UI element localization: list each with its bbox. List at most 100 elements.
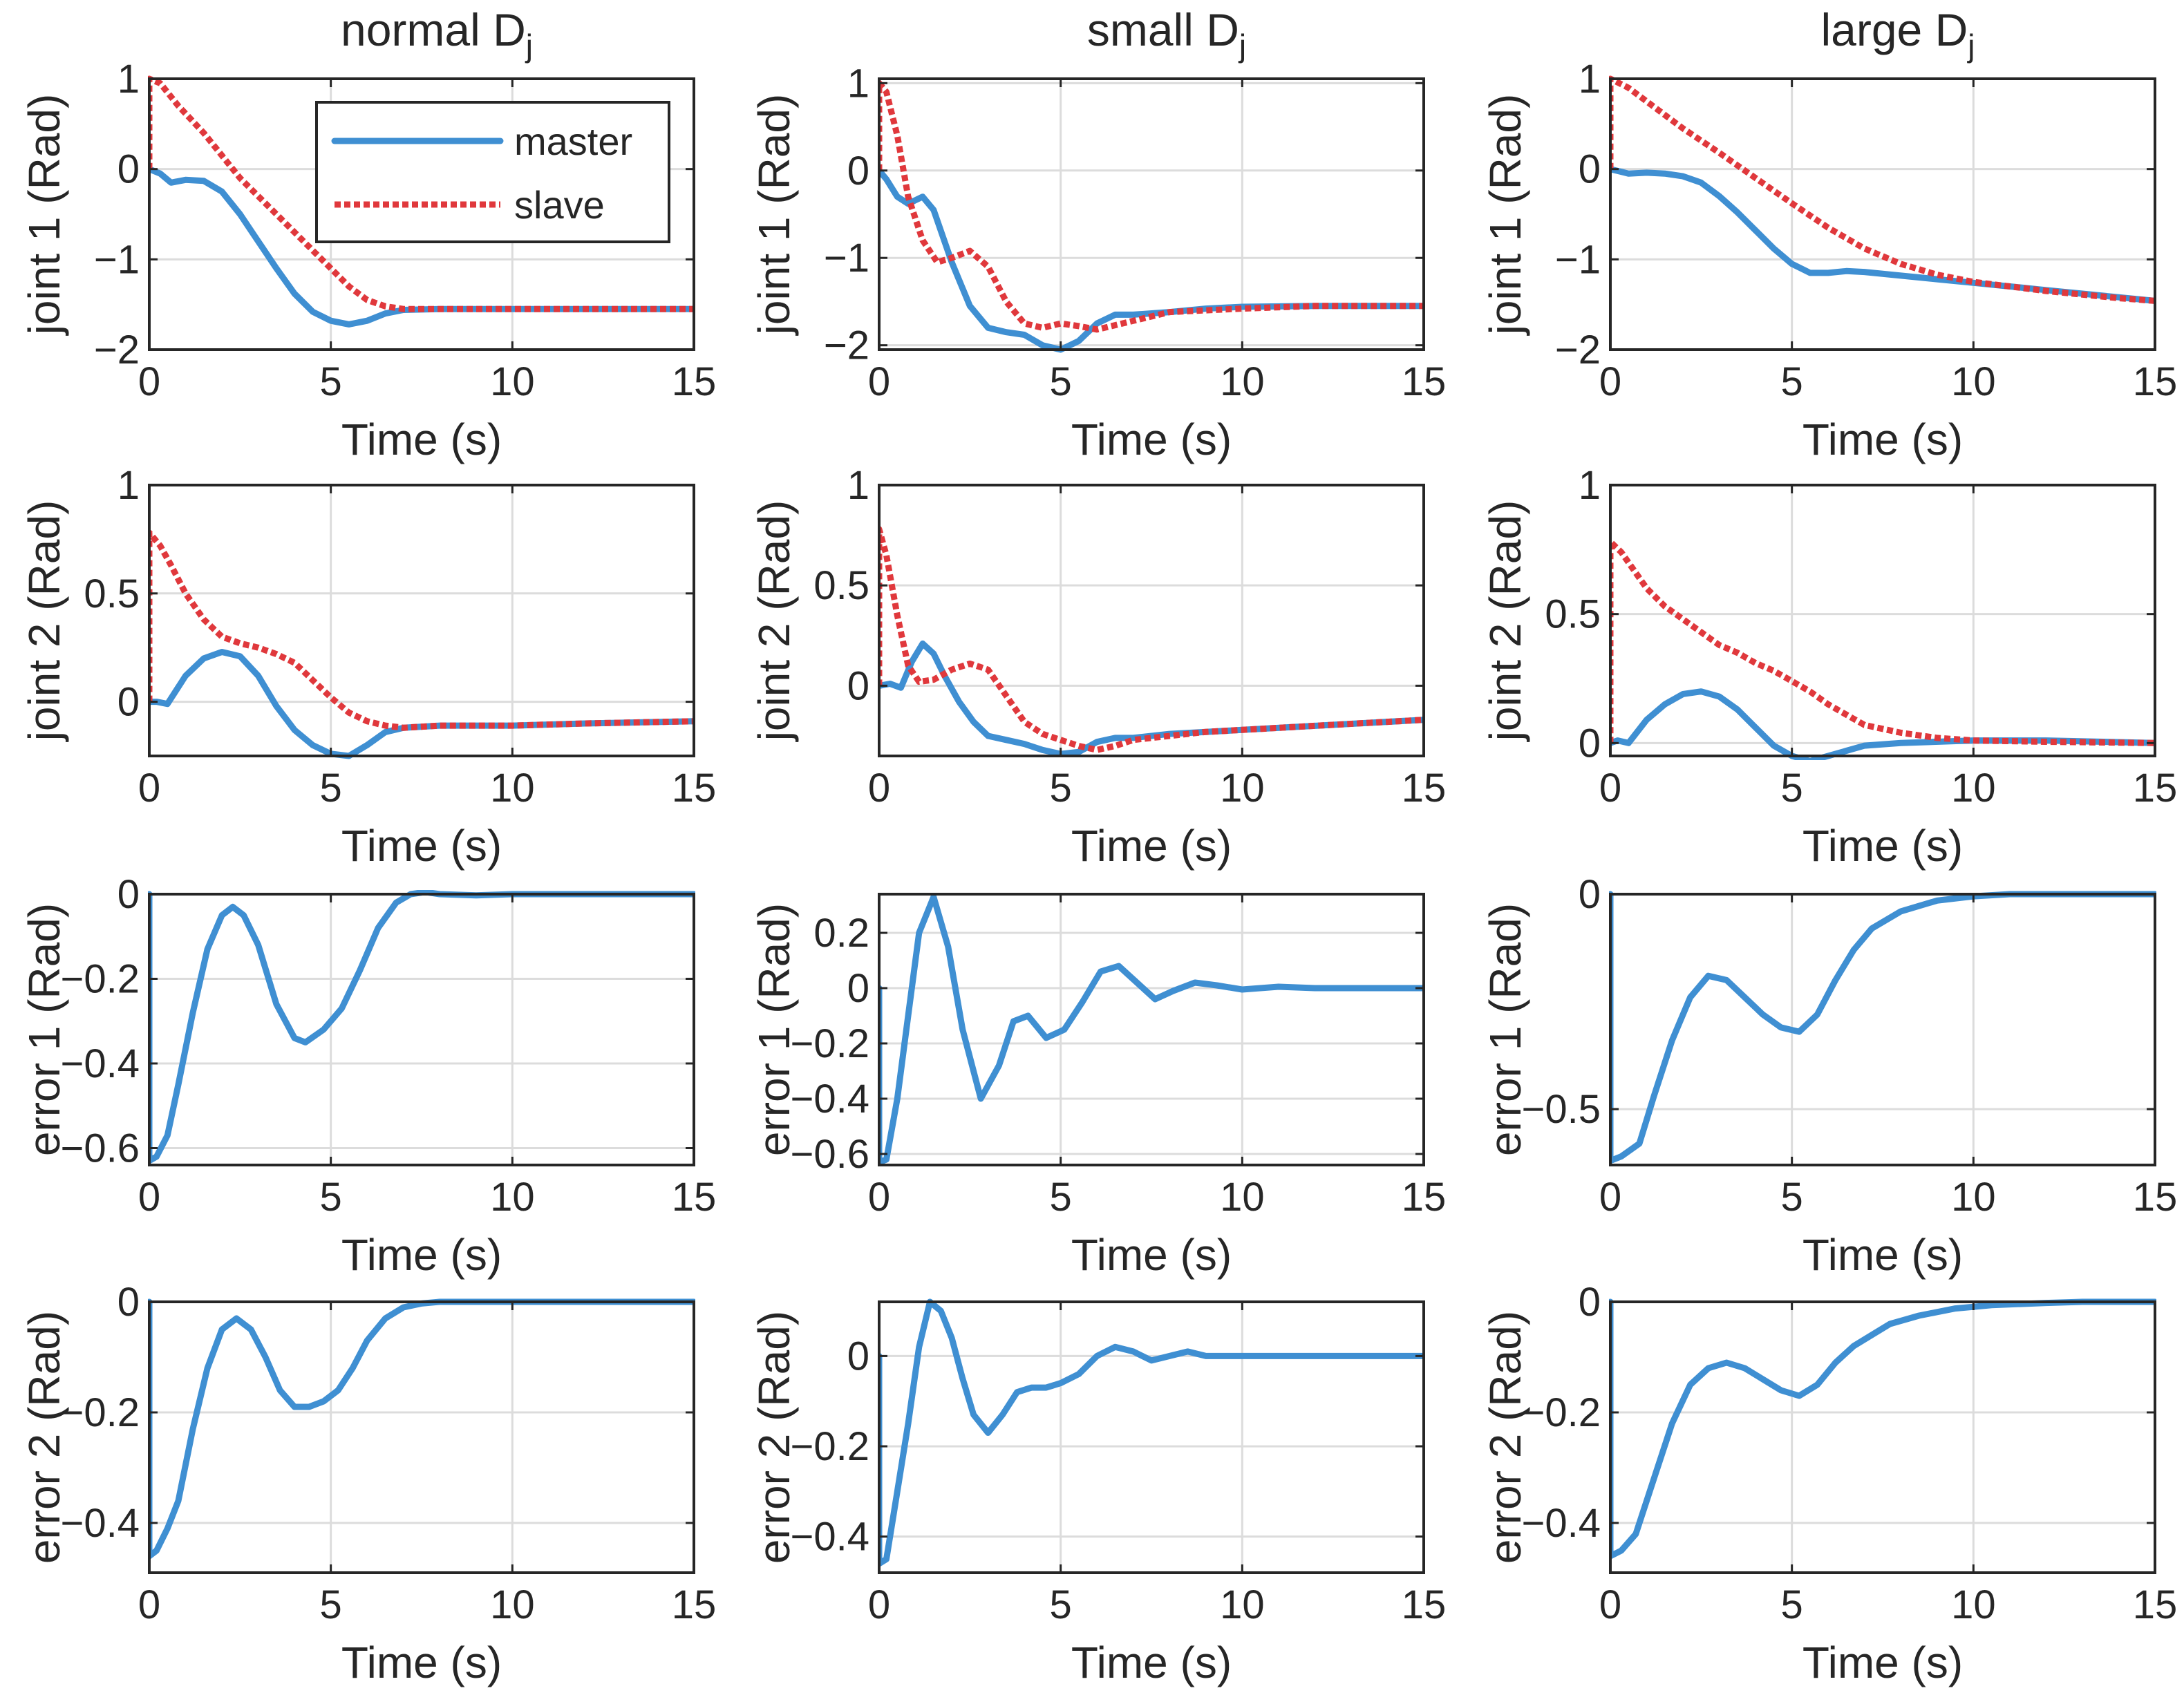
x-tick-label: 15 <box>672 1582 717 1627</box>
axes-box <box>1609 77 2156 351</box>
x-tick-label: 10 <box>490 766 535 811</box>
x-tick-label: 0 <box>868 1582 890 1627</box>
x-tick-label: 0 <box>868 359 890 404</box>
y-tick-label: −0.2 <box>791 1021 870 1066</box>
legend: master slave <box>315 101 670 243</box>
x-tick-label: 10 <box>490 1175 535 1220</box>
x-tick-label: 0 <box>868 1175 890 1220</box>
y-tick-label: −1 <box>824 236 869 281</box>
y-tick-label: 0 <box>117 147 140 192</box>
x-tick-label: 10 <box>1220 1582 1265 1627</box>
y-axis-label: joint 2 (Rad) <box>1480 500 1530 743</box>
x-tick-label: 15 <box>2133 359 2178 404</box>
x-axis-label: Time (s) <box>1802 415 1963 464</box>
y-tick-label: 0.5 <box>1545 592 1601 637</box>
x-tick-label: 5 <box>1781 1582 1803 1627</box>
y-tick-label: −1 <box>94 237 140 282</box>
x-axis-label: Time (s) <box>1071 415 1232 464</box>
x-axis-label: Time (s) <box>1071 1230 1232 1280</box>
axes-box <box>1609 1300 2156 1574</box>
x-tick-label: 15 <box>1402 1582 1447 1627</box>
axes-box <box>148 893 695 1166</box>
x-tick-label: 5 <box>1781 1175 1803 1220</box>
x-axis-label: Time (s) <box>341 415 502 464</box>
y-tick-label: 1 <box>847 61 869 106</box>
panel-r1-c3: 0 5 10 15 −2 −1 0 1 Time (s) joint 1 (Rad) <box>1480 57 2177 464</box>
panel-r3-c1: 0 5 10 15 −0.6 −0.4 −0.2 0 Time (s) error 1 (Rad) <box>19 872 716 1280</box>
y-axis-label: joint 2 (Rad) <box>749 500 799 743</box>
y-tick-label: −0.2 <box>61 957 140 1002</box>
x-axis-label: Time (s) <box>341 1638 502 1687</box>
y-tick-label: 0 <box>847 1334 869 1379</box>
axes-box <box>878 484 1425 757</box>
x-tick-label: 15 <box>1402 359 1447 404</box>
y-tick-label: −0.6 <box>791 1132 870 1177</box>
panel-r2-c1: 0 5 10 15 0 0.5 1 Time (s) joint 2 (Rad) <box>19 463 716 871</box>
legend-label-slave: slave <box>514 183 605 227</box>
panel-grid: normal Dj small Dj large Dj0 5 10 15−2−101Tim… <box>19 4 2177 1687</box>
column-title-3: large Dj <box>1821 4 1975 64</box>
series-line-master <box>1609 166 2156 304</box>
y-tick-label: 1 <box>117 57 140 102</box>
axes-box <box>878 77 1425 351</box>
x-tick-label: 0 <box>1599 1175 1621 1220</box>
legend-box <box>315 101 670 243</box>
y-axis-label: error 1 (Rad) <box>749 903 799 1156</box>
y-tick-label: 1 <box>1579 463 1601 508</box>
panel-r2-c2: 0 5 10 15 0 0.5 1 Time (s) joint 2 (Rad) <box>749 463 1446 871</box>
y-tick-label: −1 <box>1555 237 1601 282</box>
panel-r1-c2: 0 5 10 15 −2 −1 0 1 Time (s) joint 1 (Rad) <box>749 61 1446 464</box>
y-tick-label: −2 <box>94 328 140 372</box>
axes-box <box>148 484 695 757</box>
x-tick-label: 5 <box>1781 359 1803 404</box>
column-title-1: normal Dj <box>341 4 533 64</box>
x-tick-label: 5 <box>1781 766 1803 811</box>
x-tick-label: 0 <box>138 1175 160 1220</box>
y-tick-label: 1 <box>1579 57 1601 102</box>
x-tick-label: 0 <box>1599 766 1621 811</box>
y-tick-label: 0 <box>1579 721 1601 766</box>
x-tick-label: 0 <box>138 359 160 404</box>
x-tick-label: 5 <box>320 1175 342 1220</box>
x-axis-label: Time (s) <box>1071 821 1232 871</box>
x-axis-label: Time (s) <box>1802 1638 1963 1687</box>
x-tick-label: 15 <box>2133 1175 2178 1220</box>
series-line-slave <box>1609 75 2156 304</box>
y-tick-label: −0.2 <box>1522 1390 1601 1435</box>
y-axis-label: joint 1 (Rad) <box>19 94 69 337</box>
x-tick-label: 5 <box>1050 1175 1072 1220</box>
panel-r1-c1: 0 5 10 15 −2 −1 0 1 Time (s) joint 1 (Rad) <box>19 57 716 464</box>
series-line-slave <box>148 75 694 312</box>
x-tick-label: 0 <box>868 766 890 811</box>
x-tick-label: 10 <box>1220 1175 1265 1220</box>
x-tick-label: 0 <box>138 766 160 811</box>
y-tick-label: 0 <box>1579 1280 1601 1325</box>
y-tick-label: 0 <box>117 872 140 917</box>
column-title-subscript: j <box>1966 28 1975 64</box>
x-tick-label: 15 <box>672 359 717 404</box>
column-title-subscript: j <box>525 28 533 64</box>
y-tick-label: −0.4 <box>1522 1501 1601 1546</box>
series-line-slave <box>1609 538 2156 746</box>
axes-box <box>878 1300 1425 1574</box>
series-line-master <box>1609 891 2156 1164</box>
series-line-slave <box>148 529 695 731</box>
legend-label-master: master <box>514 120 632 163</box>
series-line-master <box>1609 1298 2156 1560</box>
x-tick-label: 5 <box>320 1582 342 1627</box>
axes-box <box>878 893 1425 1166</box>
column-title-main: small D <box>1087 4 1239 55</box>
panel-r2-c3: 0 5 10 15 0 0.5 1 Time (s) joint 2 (Rad) <box>1480 463 2177 871</box>
y-tick-label: −0.6 <box>61 1126 140 1171</box>
axes-box <box>148 77 695 351</box>
y-tick-label: −2 <box>1555 328 1601 372</box>
y-tick-label: −0.4 <box>61 1041 140 1086</box>
y-axis-label: joint 1 (Rad) <box>749 94 799 337</box>
panel-r4-c1: 0 5 10 15 −0.4 −0.2 0 Time (s) error 2 (Rad) <box>19 1280 716 1687</box>
y-axis-label: error 2 (Rad) <box>1480 1311 1530 1564</box>
column-title-main: normal D <box>341 4 526 55</box>
x-tick-label: 0 <box>1599 1582 1621 1627</box>
axes-box <box>148 1300 695 1574</box>
y-tick-label: −0.5 <box>1522 1087 1601 1132</box>
x-tick-label: 0 <box>1599 359 1621 404</box>
